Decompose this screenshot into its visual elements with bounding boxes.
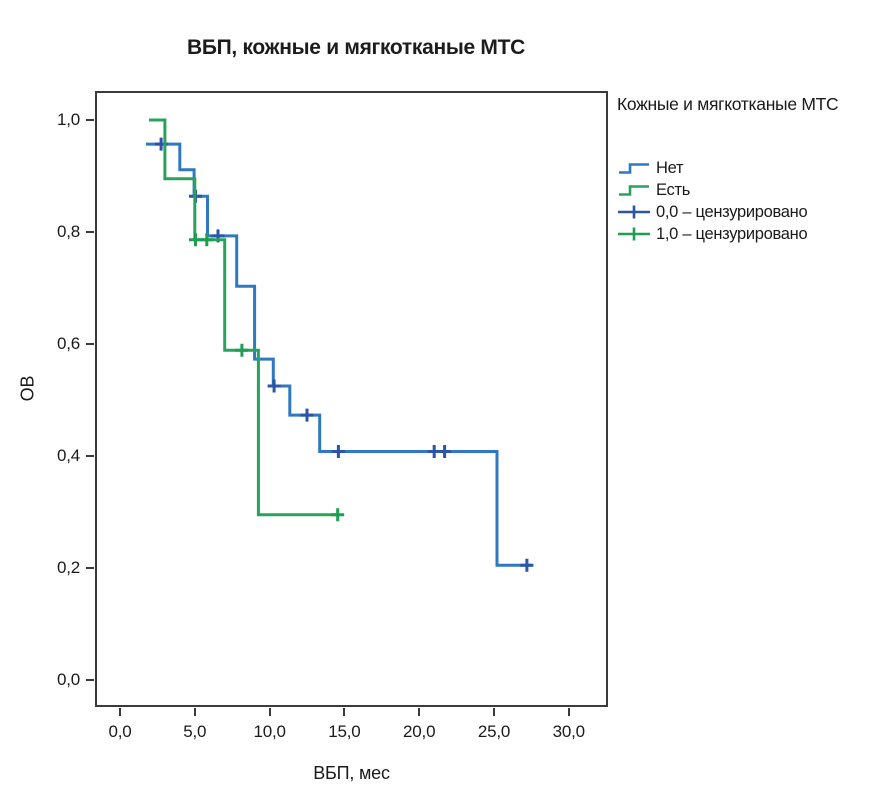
plot-canvas xyxy=(146,118,534,572)
x-tick-label: 20,0 xyxy=(403,722,436,741)
legend-items: Нет Есть 0,0 – цензурировано 1,0 – цензурир… xyxy=(617,157,879,245)
x-tick-label: 15,0 xyxy=(328,722,361,741)
y-tick-label: 0,2 xyxy=(56,558,80,577)
x-tick-mark xyxy=(493,708,495,716)
legend-item-0: Нет xyxy=(617,157,879,179)
plot-area xyxy=(95,91,608,707)
x-tick-label: 0,0 xyxy=(108,722,132,741)
y-axis-title: ОВ xyxy=(17,375,38,402)
x-tick-label: 10,0 xyxy=(253,722,286,741)
censor-marks-est xyxy=(189,233,345,522)
x-tick-mark xyxy=(119,708,121,716)
km-curve-est xyxy=(149,118,339,517)
x-tick-label: 25,0 xyxy=(477,722,511,741)
legend-step-swatch xyxy=(619,163,649,174)
legend-item-2: 0,0 – цензурировано xyxy=(617,201,879,223)
legend-censor-swatch xyxy=(618,227,650,241)
legend-item-1: Есть xyxy=(617,179,879,201)
x-tick-mark xyxy=(343,708,346,716)
y-tick-label: 0,0 xyxy=(56,670,80,689)
y-tick-mark xyxy=(86,119,94,121)
y-tick-mark xyxy=(86,343,94,345)
x-tick-label: 30,0 xyxy=(552,722,585,741)
x-axis-title: ВБП, мес xyxy=(313,763,390,783)
legend-item-label: 1,0 – цензурировано xyxy=(656,224,808,243)
x-tick-label: 5,0 xyxy=(183,722,207,741)
y-tick-mark xyxy=(86,455,94,457)
legend-title: Кожные и мягкотканые МТС xyxy=(617,94,839,114)
y-tick-label: 1,0 xyxy=(56,110,80,129)
legend: Кожные и мягкотканые МТС Нет Есть 0,0 – це… xyxy=(617,94,879,245)
y-tick-mark xyxy=(86,679,94,681)
x-tick-mark xyxy=(193,708,196,716)
y-tick-label: 0,4 xyxy=(56,446,80,465)
chart-title: ВБП, кожные и мягкотканые МТС xyxy=(186,36,526,59)
y-tick-label: 0,8 xyxy=(56,222,80,241)
y-tick-mark xyxy=(86,567,94,569)
censor-marks-net xyxy=(154,137,534,572)
x-tick-mark xyxy=(268,708,271,716)
legend-item-label: Нет xyxy=(656,158,684,177)
x-tick-mark xyxy=(567,708,570,716)
km-curve-net xyxy=(146,142,532,567)
legend-censor-swatch xyxy=(618,205,650,219)
y-tick-mark xyxy=(86,231,94,233)
legend-step-swatch xyxy=(619,185,649,196)
x-tick-mark xyxy=(418,708,421,716)
legend-item-label: Есть xyxy=(656,180,691,199)
legend-item-3: 1,0 – цензурировано xyxy=(617,223,879,245)
legend-item-label: 0,0 – цензурировано xyxy=(656,202,808,221)
y-tick-label: 0,6 xyxy=(56,334,80,353)
